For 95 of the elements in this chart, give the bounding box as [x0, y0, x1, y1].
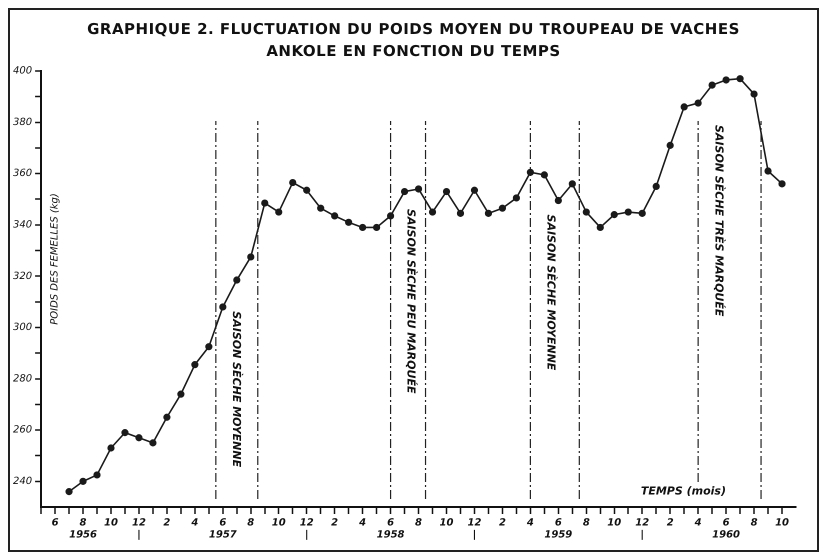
- point: [414, 185, 422, 193]
- x-tick-label: 6 1959: [544, 518, 572, 541]
- x-tick-label: 2: [666, 518, 674, 529]
- point: [233, 276, 240, 284]
- point: [163, 414, 171, 421]
- y-tick-label: 360: [12, 168, 32, 180]
- y-tick-label: 400: [12, 66, 32, 77]
- point: [666, 142, 674, 149]
- point: [442, 188, 450, 196]
- point: [359, 224, 366, 232]
- y-tick-label: 240: [12, 476, 32, 487]
- point: [456, 210, 464, 217]
- ref-line-label: SAISON SÈCHE PEU MARQUÉE: [404, 208, 419, 394]
- point: [386, 212, 394, 220]
- point: [247, 253, 254, 261]
- y-tick-label: 280: [12, 373, 32, 384]
- point: [568, 180, 576, 188]
- y-axis-title: POIDS DES FEMELLES (kg): [50, 193, 61, 325]
- point: [261, 199, 268, 207]
- point: [275, 208, 282, 216]
- point: [93, 471, 101, 479]
- point: [778, 180, 786, 188]
- ref-line-label: SAISON SÈCHE TRÈS MARQUÉE: [712, 125, 726, 317]
- x-tick-label: 4: [694, 518, 702, 529]
- point: [498, 204, 506, 212]
- x-tick-label: 8 1956: [69, 518, 97, 541]
- point: [331, 212, 338, 220]
- point: [764, 167, 772, 175]
- point: [512, 194, 520, 202]
- point: [191, 361, 198, 368]
- x-tick-label: 4: [526, 518, 534, 529]
- point: [219, 303, 226, 311]
- x-axis-title: TEMPS (mois): [640, 484, 726, 498]
- x-tick-label: 10: [440, 518, 454, 529]
- y-tick-label: 300: [12, 322, 32, 334]
- y-tick-label: 340: [12, 219, 32, 230]
- x-tick-label: 10: [607, 518, 622, 529]
- point: [736, 75, 744, 82]
- x-tick-label: 12 |: [300, 518, 314, 541]
- point: [540, 171, 548, 178]
- x-tick-label: 8: [247, 518, 254, 529]
- x-tick-label: 10: [104, 518, 118, 529]
- x-tick-label: 8: [750, 518, 758, 529]
- point: [65, 488, 73, 496]
- point: [177, 390, 184, 398]
- x-tick-label: 4: [358, 518, 366, 529]
- x-tick-label: 12 |: [635, 518, 650, 541]
- point: [694, 99, 702, 107]
- point: [470, 186, 478, 194]
- point: [400, 188, 408, 196]
- point: [428, 208, 436, 216]
- point: [708, 82, 716, 89]
- x-tick-label: 10: [775, 518, 790, 529]
- x-tick-label: 10: [272, 518, 286, 529]
- point: [484, 210, 492, 217]
- x-tick-label: 8: [582, 518, 590, 529]
- point: [317, 204, 324, 212]
- chart-title: GRAPHIQUE 2. FLUCTUATION DU POIDS MOYEN DU TROUPEAU DE VACHES ANKOLE EN FONCTION DU TEMPS: [86, 19, 741, 62]
- point: [624, 208, 632, 216]
- point: [554, 196, 562, 204]
- point: [652, 182, 660, 190]
- point: [135, 434, 143, 442]
- point: [750, 90, 758, 98]
- point: [582, 208, 590, 216]
- x-tick-label: 2: [331, 518, 338, 529]
- x-tick-label: 8: [415, 518, 422, 529]
- ref-line-label: SAISON SÈCHE MOYENNE: [230, 311, 244, 468]
- point: [345, 218, 352, 226]
- y-tick-label: 260: [12, 424, 32, 436]
- x-tick-label: 12 |: [132, 518, 146, 541]
- point: [121, 429, 129, 436]
- point: [526, 168, 534, 176]
- x-tick-label: 2: [163, 518, 170, 529]
- point: [149, 439, 157, 446]
- x-tick-label: 6 1960: [712, 518, 740, 541]
- point: [373, 224, 380, 232]
- ref-line-label: SAISON SÈCHE MOYENNE: [544, 214, 559, 371]
- point: [596, 224, 604, 232]
- x-tick-label: 12 |: [468, 518, 482, 541]
- y-tick-label: 380: [12, 116, 32, 128]
- x-tick-label: 6: [52, 518, 59, 529]
- point: [680, 103, 688, 111]
- point: [79, 478, 87, 485]
- x-tick-label: 6 1957: [208, 518, 237, 541]
- x-tick-label: 2: [498, 518, 506, 529]
- point: [638, 210, 646, 217]
- point: [722, 76, 730, 84]
- point: [289, 178, 296, 186]
- x-tick-label: 6 1958: [376, 518, 405, 541]
- point: [205, 343, 212, 350]
- y-tick-label: 320: [12, 270, 32, 282]
- x-tick-label: 4: [190, 518, 198, 529]
- point: [107, 444, 115, 452]
- point: [610, 211, 618, 218]
- point: [303, 186, 310, 194]
